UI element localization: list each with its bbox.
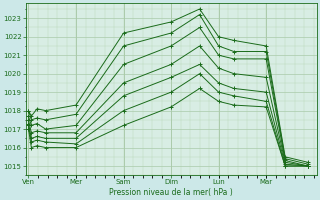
X-axis label: Pression niveau de la mer( hPa ): Pression niveau de la mer( hPa ) (109, 188, 233, 197)
